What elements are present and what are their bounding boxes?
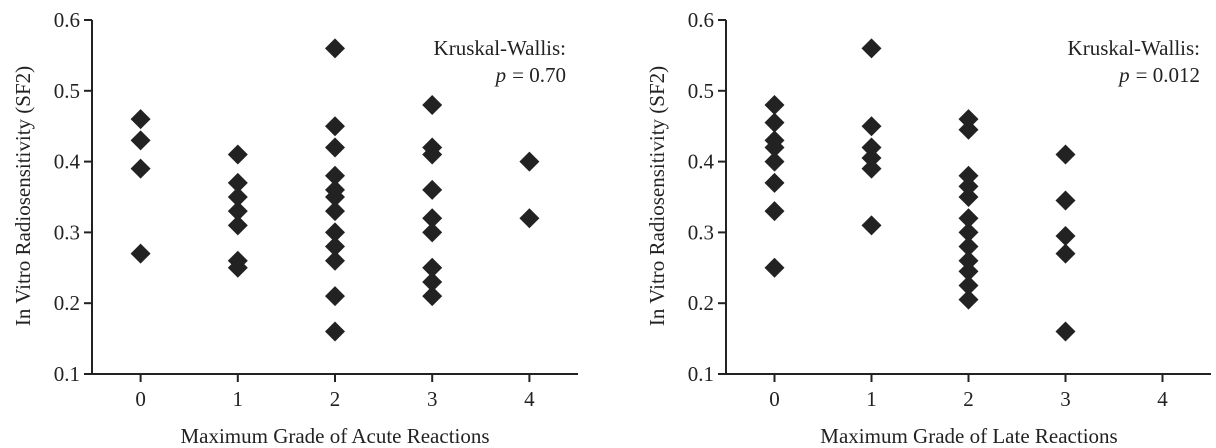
data-point-diamond: [325, 236, 345, 257]
data-point-diamond: [325, 286, 345, 307]
chart-annotation-test: Kruskal-Wallis:: [1068, 36, 1200, 60]
y-tick-label: 0.4: [54, 150, 81, 174]
y-tick-label: 0.1: [688, 362, 714, 386]
data-point-diamond: [861, 158, 882, 179]
data-point-diamond: [422, 144, 443, 165]
y-tick-label: 0.2: [688, 291, 714, 315]
x-tick-label: 1: [233, 387, 244, 411]
y-tick-label: 0.6: [688, 8, 714, 32]
data-point-diamond: [958, 250, 979, 271]
p-symbol: p: [1117, 63, 1130, 87]
x-axis-label: Maximum Grade of Acute Reactions: [180, 424, 489, 448]
x-tick-label: 3: [427, 387, 438, 411]
data-point-diamond: [958, 289, 979, 310]
data-point-diamond: [325, 38, 345, 59]
p-symbol: p: [494, 63, 507, 87]
data-point-diamond: [325, 137, 345, 158]
data-point-diamond: [1055, 144, 1076, 165]
data-point-diamond: [227, 257, 248, 278]
data-point-diamond: [764, 172, 785, 193]
x-tick-label: 4: [1157, 387, 1168, 411]
chart-annotation-test: Kruskal-Wallis:: [434, 36, 566, 60]
data-point-diamond: [422, 286, 443, 307]
data-point-diamond: [422, 271, 443, 292]
data-point-diamond: [764, 201, 785, 222]
data-point-diamond: [325, 250, 345, 271]
data-point-diamond: [422, 94, 443, 115]
data-point-diamond: [764, 112, 785, 133]
data-point-diamond: [325, 187, 345, 207]
data-point-diamond: [227, 172, 248, 193]
data-point-diamond: [764, 151, 785, 172]
data-point-diamond: [1055, 190, 1076, 211]
y-tick-label: 0.5: [688, 79, 714, 103]
data-point-diamond: [422, 208, 443, 229]
data-point-diamond: [422, 222, 443, 243]
y-tick-label: 0.4: [688, 150, 715, 174]
data-point-diamond: [130, 130, 151, 151]
data-point-diamond: [1055, 321, 1076, 342]
data-point-diamond: [422, 257, 443, 278]
x-tick-label: 3: [1060, 387, 1071, 411]
data-point-diamond: [958, 187, 979, 207]
data-point-diamond: [764, 137, 785, 158]
x-tick-label: 1: [866, 387, 877, 411]
y-tick-label: 0.1: [54, 362, 80, 386]
data-point-diamond: [325, 222, 345, 243]
data-point-diamond: [325, 321, 345, 342]
data-point-diamond: [958, 165, 979, 186]
y-tick-label: 0.2: [54, 291, 80, 315]
data-point-diamond: [325, 201, 345, 222]
y-axis-label: In Vitro Radiosensitivity (SF2): [11, 66, 35, 326]
data-point-diamond: [519, 151, 540, 172]
data-point-diamond: [861, 215, 882, 236]
x-tick-label: 0: [135, 387, 146, 411]
data-point-diamond: [130, 109, 151, 130]
data-point-diamond: [227, 201, 248, 222]
data-point-diamond: [958, 236, 979, 257]
x-tick-label: 0: [769, 387, 780, 411]
data-point-diamond: [958, 109, 979, 130]
data-point-diamond: [1055, 225, 1076, 246]
acute-reactions-chart: Kruskal-Wallis: p = 0.70 Maximum Grade of…: [11, 8, 578, 448]
data-point-diamond: [130, 158, 151, 179]
data-point-diamond: [861, 38, 882, 59]
data-point-diamond: [764, 94, 785, 115]
y-tick-label: 0.3: [54, 220, 80, 244]
data-point-diamond: [764, 257, 785, 278]
data-point-diamond: [325, 116, 345, 137]
p-value: = 0.70: [512, 63, 566, 87]
data-point-diamond: [958, 176, 979, 197]
x-axis-label: Maximum Grade of Late Reactions: [820, 424, 1117, 448]
late-reactions-chart: Kruskal-Wallis: p = 0.012 Maximum Grade o…: [645, 8, 1211, 448]
y-tick-label: 0.6: [54, 8, 80, 32]
data-point-diamond: [227, 187, 248, 207]
data-point-diamond: [227, 144, 248, 165]
data-point-diamond: [861, 148, 882, 169]
data-point-diamond: [227, 215, 248, 236]
p-value: = 0.012: [1136, 63, 1200, 87]
data-point-diamond: [422, 179, 443, 200]
data-point-diamond: [958, 208, 979, 229]
data-point-diamond: [958, 119, 979, 140]
chart-annotation-p: p = 0.012: [1117, 63, 1200, 87]
x-tick-label: 2: [330, 387, 341, 411]
data-point-diamond: [861, 116, 882, 137]
data-point-diamond: [325, 165, 345, 186]
data-point-diamond: [519, 208, 540, 229]
x-tick-label: 4: [524, 387, 535, 411]
y-axis-label: In Vitro Radiosensitivity (SF2): [645, 66, 669, 326]
y-tick-label: 0.5: [54, 79, 80, 103]
data-point-diamond: [1055, 243, 1076, 264]
x-tick-label: 2: [963, 387, 974, 411]
chart-annotation-p: p = 0.70: [494, 63, 566, 87]
data-point-diamond: [958, 275, 979, 296]
data-point-diamond: [861, 137, 882, 158]
data-point-diamond: [130, 243, 151, 264]
data-point-diamond: [958, 222, 979, 243]
data-point-diamond: [958, 261, 979, 282]
y-tick-label: 0.3: [688, 220, 714, 244]
